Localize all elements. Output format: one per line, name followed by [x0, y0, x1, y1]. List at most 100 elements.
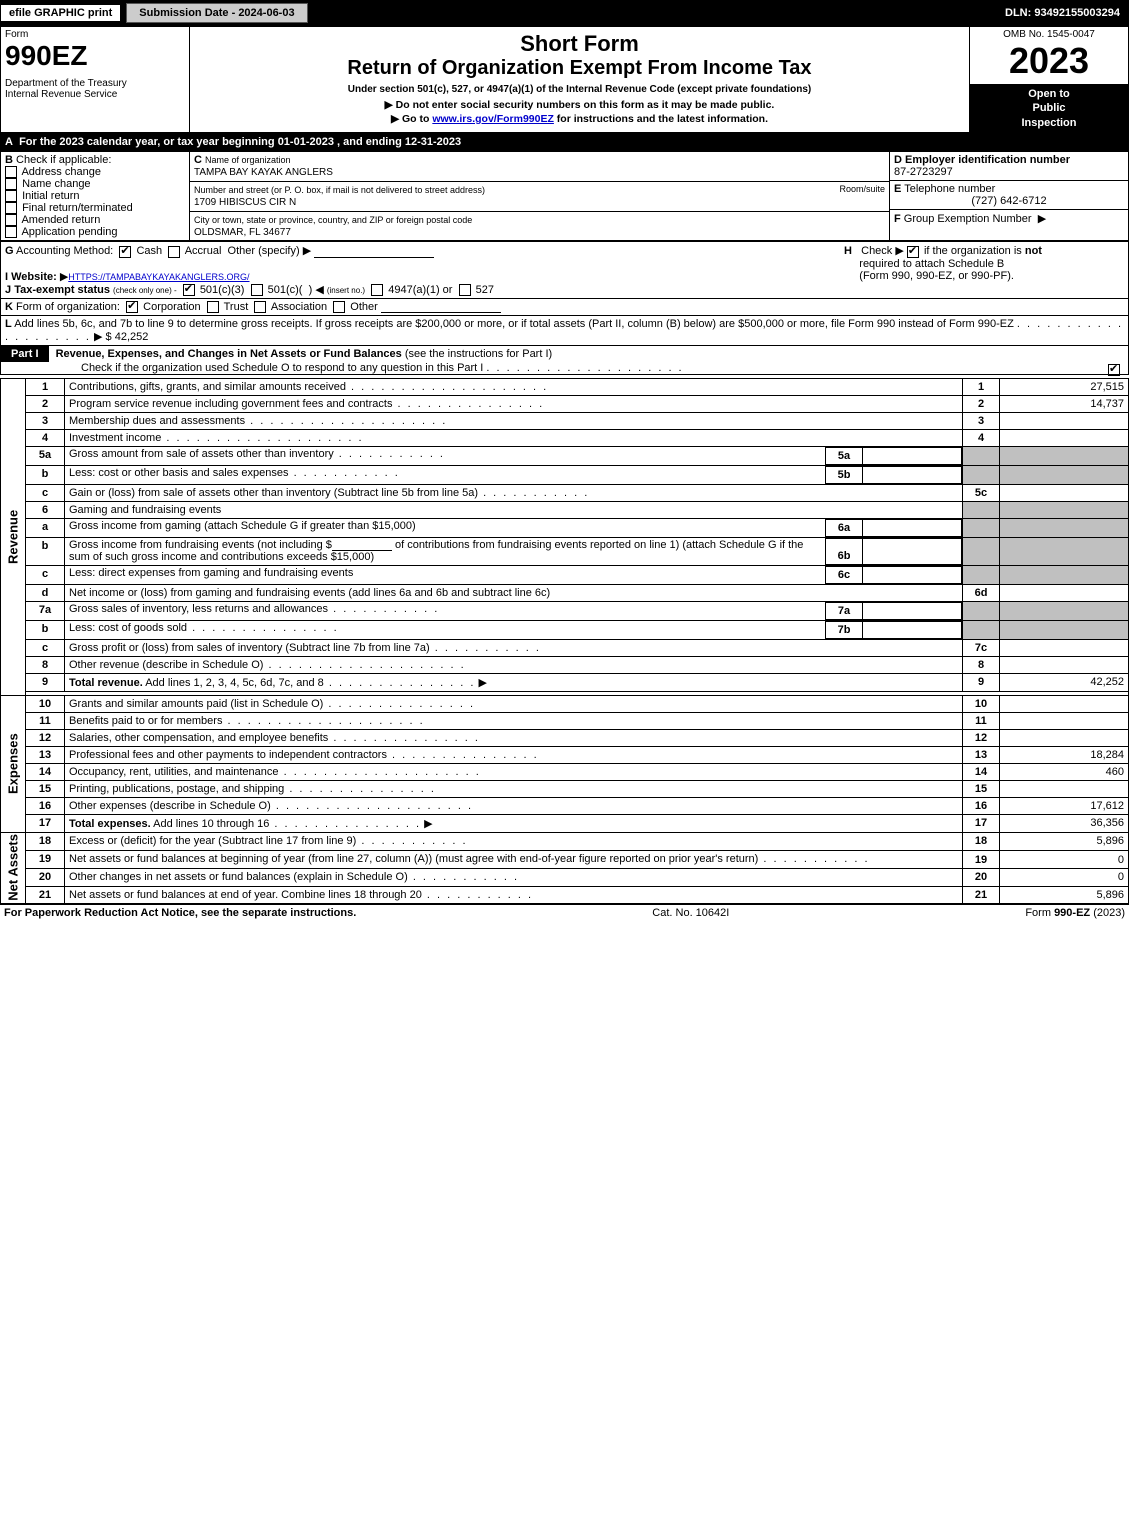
form-id-cell: Form 990EZ Department of the Treasury In…	[1, 27, 190, 133]
line19-value: 0	[1000, 850, 1129, 868]
open-public-inspection: Open to Public Inspection	[970, 85, 1129, 133]
line17-value: 36,356	[1000, 814, 1129, 832]
table-row: 7a Gross sales of inventory, less return…	[1, 601, 1129, 620]
section-c-addr-cell: Number and street (or P. O. box, if mail…	[190, 181, 890, 211]
topbar: efile GRAPHIC print Submission Date - 20…	[0, 0, 1129, 26]
line21-value: 5,896	[1000, 886, 1129, 904]
table-row: 17 Total expenses. Add lines 10 through …	[1, 814, 1129, 832]
table-row: 13 Professional fees and other payments …	[1, 746, 1129, 763]
section-def-cell: D Employer identification number 87-2723…	[890, 151, 1129, 241]
checkbox-amended-return[interactable]	[5, 214, 17, 226]
line7b-subvalue	[863, 621, 962, 638]
line5b-subvalue	[863, 466, 962, 483]
omb-cell: OMB No. 1545-0047 2023	[970, 27, 1129, 85]
line6b-subvalue	[863, 538, 962, 564]
footer: For Paperwork Reduction Act Notice, see …	[0, 904, 1129, 921]
title-short-form: Short Form	[194, 31, 965, 57]
checkbox-schedule-o-part1[interactable]	[1108, 364, 1120, 376]
section-b-cell: B Check if applicable: Address change Na…	[1, 151, 190, 241]
table-row: 14 Occupancy, rent, utilities, and maint…	[1, 763, 1129, 780]
table-row: 11 Benefits paid to or for members 11	[1, 712, 1129, 729]
line6b-amount-input[interactable]	[332, 539, 392, 551]
dept-label: Department of the Treasury	[5, 78, 185, 89]
line14-value: 460	[1000, 763, 1129, 780]
section-k: K Form of organization: Corporation Trus…	[0, 299, 1129, 316]
checkbox-501c3[interactable]	[183, 284, 195, 296]
efile-print-label[interactable]: efile GRAPHIC print	[1, 5, 122, 21]
expenses-side-label: Expenses	[1, 695, 26, 832]
irs-label: Internal Revenue Service	[5, 89, 185, 100]
identity-block: B Check if applicable: Address change Na…	[0, 151, 1129, 242]
table-row: c Less: direct expenses from gaming and …	[1, 565, 1129, 584]
street-address: 1709 HIBISCUS CIR N	[194, 197, 296, 208]
part1-title: Revenue, Expenses, and Changes in Net As…	[56, 348, 402, 360]
checkbox-trust[interactable]	[207, 301, 219, 313]
dln-label: DLN: 93492155003294	[1005, 7, 1128, 19]
checkbox-application-pending[interactable]	[5, 226, 17, 238]
form-word: Form	[5, 29, 185, 40]
table-row: 9 Total revenue. Add lines 1, 2, 3, 4, 5…	[1, 673, 1129, 691]
instruction-ssn: ▶ Do not enter social security numbers o…	[194, 99, 965, 111]
checkbox-initial-return[interactable]	[5, 190, 17, 202]
part1-header-row: Part I Revenue, Expenses, and Changes in…	[0, 346, 1129, 375]
checkbox-cash[interactable]	[119, 246, 131, 258]
table-row: Revenue 1 Contributions, gifts, grants, …	[1, 378, 1129, 395]
org-other-input[interactable]	[381, 301, 501, 313]
org-name: TAMPA BAY KAYAK ANGLERS	[194, 167, 333, 178]
ein: 87-2723297	[894, 166, 953, 178]
form-header-table: Form 990EZ Department of the Treasury In…	[0, 26, 1129, 133]
revenue-side-label: Revenue	[1, 378, 26, 695]
line15-value	[1000, 780, 1129, 797]
city-state-zip: OLDSMAR, FL 34677	[194, 227, 291, 238]
checkbox-corporation[interactable]	[126, 301, 138, 313]
table-row: 5a Gross amount from sale of assets othe…	[1, 446, 1129, 465]
form-title-cell: Short Form Return of Organization Exempt…	[190, 27, 970, 133]
table-row: c Gain or (loss) from sale of assets oth…	[1, 484, 1129, 501]
table-row: 8 Other revenue (describe in Schedule O)…	[1, 656, 1129, 673]
line6d-value	[1000, 584, 1129, 601]
section-c-city-cell: City or town, state or province, country…	[190, 211, 890, 241]
website-link[interactable]: HTTPS://TAMPABAYKAYAKANGLERS.ORG/	[68, 272, 249, 282]
line8-value	[1000, 656, 1129, 673]
checkbox-schedule-b-not-required[interactable]	[907, 246, 919, 258]
part1-label: Part I	[1, 346, 49, 362]
table-row: b Less: cost of goods sold 7b	[1, 620, 1129, 639]
checkbox-final-return[interactable]	[5, 202, 17, 214]
section-a-tax-year: A For the 2023 calendar year, or tax yea…	[0, 133, 1129, 151]
line9-value: 42,252	[1000, 673, 1129, 691]
accounting-other-input[interactable]	[314, 246, 434, 258]
section-h-cell: H Check ▶ if the organization is not req…	[840, 242, 1129, 298]
checkbox-4947[interactable]	[371, 284, 383, 296]
checkbox-501c[interactable]	[251, 284, 263, 296]
table-row: 20 Other changes in net assets or fund b…	[1, 868, 1129, 886]
section-l: L Add lines 5b, 6c, and 7b to line 9 to …	[0, 316, 1129, 346]
checkbox-association[interactable]	[254, 301, 266, 313]
table-row: Expenses 10 Grants and similar amounts p…	[1, 695, 1129, 712]
section-g-cell: G Accounting Method: Cash Accrual Other …	[1, 242, 841, 298]
section-gh: G Accounting Method: Cash Accrual Other …	[0, 241, 1129, 298]
table-row: 15 Printing, publications, postage, and …	[1, 780, 1129, 797]
checkbox-address-change[interactable]	[5, 166, 17, 178]
line12-value	[1000, 729, 1129, 746]
irs-link[interactable]: www.irs.gov/Form990EZ	[432, 113, 554, 125]
table-row: 2 Program service revenue including gove…	[1, 395, 1129, 412]
line5c-value	[1000, 484, 1129, 501]
checkbox-accrual[interactable]	[168, 246, 180, 258]
table-row: 6 Gaming and fundraising events	[1, 501, 1129, 518]
table-row: 3 Membership dues and assessments 3	[1, 412, 1129, 429]
form-number: 990EZ	[5, 40, 185, 72]
line11-value	[1000, 712, 1129, 729]
line13-value: 18,284	[1000, 746, 1129, 763]
title-return: Return of Organization Exempt From Incom…	[194, 57, 965, 80]
checkbox-name-change[interactable]	[5, 178, 17, 190]
phone: (727) 642-6712	[894, 195, 1124, 207]
checkbox-other-org[interactable]	[333, 301, 345, 313]
line20-value: 0	[1000, 868, 1129, 886]
table-row: 19 Net assets or fund balances at beginn…	[1, 850, 1129, 868]
line6a-subvalue	[863, 519, 962, 536]
table-row: 12 Salaries, other compensation, and emp…	[1, 729, 1129, 746]
checkbox-527[interactable]	[459, 284, 471, 296]
tax-year: 2023	[974, 40, 1124, 82]
line7a-subvalue	[863, 602, 962, 619]
line7c-value	[1000, 639, 1129, 656]
